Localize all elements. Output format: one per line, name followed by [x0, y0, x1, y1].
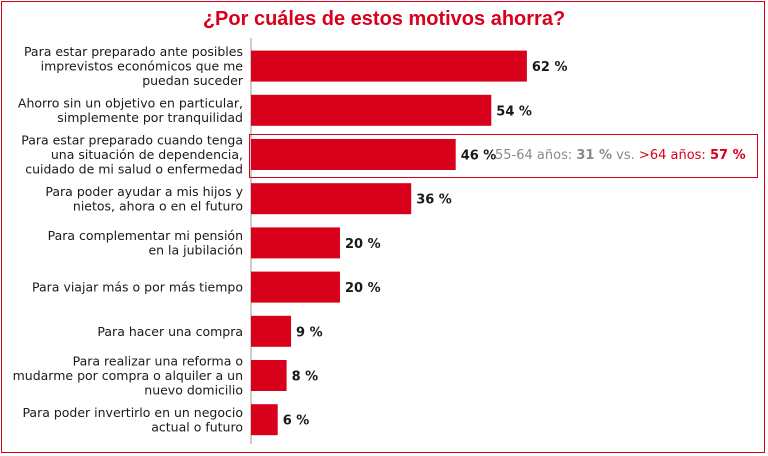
bar	[251, 94, 492, 126]
group1-value: 31 %	[576, 148, 613, 163]
category-label: Para realizar una reforma o mudarme por c…	[13, 354, 243, 398]
value-label: 62 %	[532, 60, 568, 75]
bar	[251, 404, 278, 436]
bar	[251, 139, 456, 170]
bar	[251, 227, 340, 259]
bar	[251, 183, 412, 215]
value-label: 20 %	[345, 281, 381, 296]
group2-label: >64 años:	[638, 148, 706, 163]
age-comparison-note: 55-64 años: 31 % vs. >64 años: 57 %	[495, 148, 746, 163]
category-label: Para estar preparado cuando tenga una sit…	[21, 133, 243, 177]
category-label: Para complementar mi pensión en la jubila…	[48, 228, 243, 258]
group1-label: 55-64 años:	[495, 148, 573, 163]
bar	[251, 315, 292, 347]
group2-value: 57 %	[709, 148, 746, 163]
value-label: 9 %	[296, 325, 323, 340]
category-label: Para poder ayudar a mis hijos y nietos, a…	[45, 184, 243, 214]
value-label: 54 %	[496, 104, 532, 119]
value-label: 8 %	[292, 370, 319, 385]
value-label: 6 %	[283, 414, 310, 429]
category-label: Para viajar más o por más tiempo	[32, 280, 243, 295]
chart-title: ¿Por cuáles de estos motivos ahorra?	[202, 8, 566, 30]
category-label: Para hacer una compra	[97, 324, 243, 339]
value-label: 46 %	[461, 149, 497, 164]
value-label: 20 %	[345, 237, 381, 252]
value-label: 36 %	[416, 193, 452, 208]
category-label: Para poder invertirlo en un negocio actua…	[22, 405, 243, 435]
highlight-box	[249, 134, 758, 178]
separator-text: vs.	[616, 148, 635, 163]
category-label: Para estar preparado ante posibles imprev…	[24, 44, 244, 88]
bar	[251, 50, 527, 82]
bar	[251, 360, 287, 391]
category-label: Ahorro sin un objetivo en particular, sim…	[18, 96, 243, 126]
bar	[251, 271, 340, 303]
